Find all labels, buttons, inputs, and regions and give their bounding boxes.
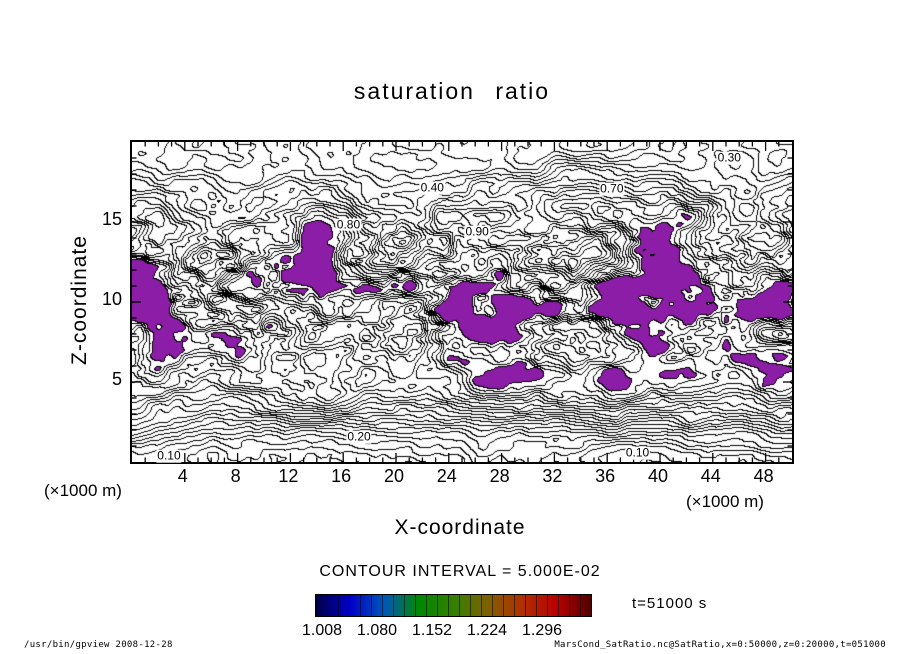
x-tick-label: 8 <box>230 466 241 486</box>
contour-value-label: 0.70 <box>599 182 625 197</box>
x-tick-label: 20 <box>383 466 405 486</box>
y-tick-label: 5 <box>111 369 122 389</box>
x-tick-label: 24 <box>436 466 457 486</box>
contour-value-label: 0.10 <box>624 445 651 460</box>
command-line-text: /usr/bin/gpview 2008-12-28 <box>24 640 173 650</box>
contour-value-label: 0.90 <box>464 224 490 239</box>
colorbar-tick-label: 1.152 <box>411 622 453 639</box>
chart-title: saturation ratio <box>353 78 551 104</box>
contour-value-label: 0.40 <box>419 181 445 196</box>
colorbar-tick-label: 1.008 <box>301 622 343 639</box>
colorbar-tick-label: 1.296 <box>521 622 563 639</box>
x-axis-unit-left: (×1000 m) <box>44 481 122 500</box>
x-tick-label: 48 <box>753 466 774 486</box>
x-axis-label: X-coordinate <box>394 516 526 539</box>
x-tick-label: 36 <box>595 466 616 486</box>
contour-value-label: 0.30 <box>716 150 742 165</box>
colorbar-tick-label: 1.224 <box>466 622 508 639</box>
contour-value-label: 0.20 <box>346 429 372 444</box>
x-tick-label: 40 <box>647 466 669 486</box>
x-tick-label: 12 <box>278 466 299 486</box>
x-tick-label: 4 <box>177 466 188 486</box>
contour-interval-text: CONTOUR INTERVAL = 5.000E-02 <box>319 563 601 580</box>
x-tick-label: 44 <box>700 466 721 486</box>
y-tick-label: 10 <box>101 289 122 309</box>
time-label: t=51000 s <box>632 595 708 612</box>
x-tick-label: 16 <box>331 466 352 486</box>
plot-area: 0.30 0.40 0.70 0.80 0.90 0.20 0.10 0.10 <box>130 140 794 464</box>
x-axis-unit-right: (×1000 m) <box>686 492 764 511</box>
contour-value-label: 0.10 <box>156 448 182 463</box>
colorbar <box>315 594 592 617</box>
colorbar-cell-dividers <box>316 595 591 616</box>
y-tick-label: 15 <box>101 209 122 229</box>
x-tick-label: 32 <box>542 466 563 486</box>
contour-plot-canvas <box>132 142 792 462</box>
x-tick-label: 28 <box>489 466 510 486</box>
data-source-text: MarsCond_SatRatio.nc@SatRatio,x=0:50000,… <box>554 640 886 650</box>
colorbar-tick-label: 1.080 <box>356 622 398 639</box>
contour-value-label: 0.80 <box>335 217 362 232</box>
